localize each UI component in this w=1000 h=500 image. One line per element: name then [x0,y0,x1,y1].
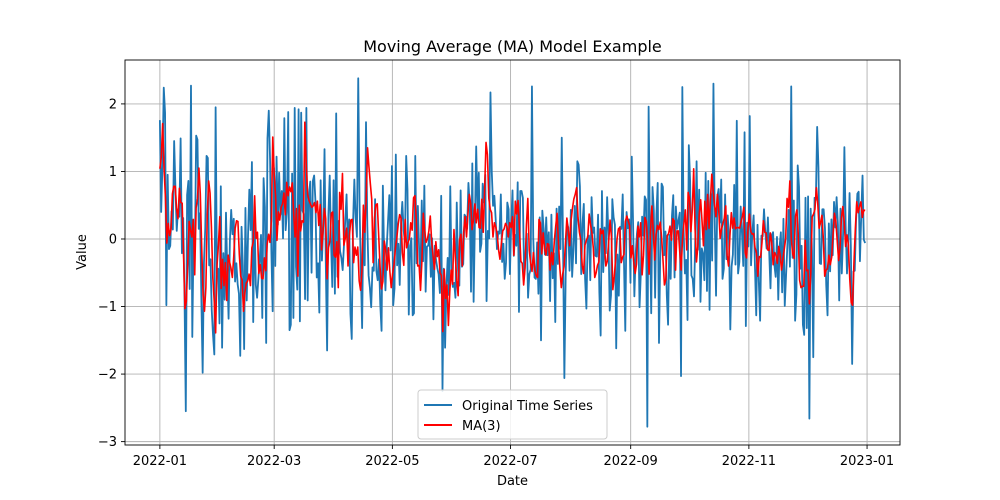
axes-frame [124,59,901,446]
x-tick-label: 2022-01 [133,454,187,469]
x-tick-label: 2022-11 [722,454,776,469]
y-axis-label: Value [75,234,90,270]
x-tick-label: 2023-01 [840,454,894,469]
legend: Original Time Series MA(3) [417,389,608,440]
x-axis-ticks: 2022-01 2022-03 2022-05 2022-07 2022-09 2022-… [133,445,894,469]
x-tick-label: 2022-09 [604,454,658,469]
series-ma3-line [159,121,866,334]
y-tick-label: 2 [109,97,117,112]
legend-label-ma3: MA(3) [462,419,501,434]
x-tick-label: 2022-07 [483,454,537,469]
y-tick-label: 1 [109,165,117,180]
chart-title: Moving Average (MA) Model Example [363,37,662,56]
y-tick-label: 0 [109,232,117,247]
x-tick-label: 2022-05 [365,454,419,469]
y-tick-label: −2 [98,368,117,383]
y-tick-label: −1 [98,300,117,315]
x-tick-label: 2022-03 [247,454,301,469]
x-axis-label: Date [497,474,528,489]
y-tick-label: −3 [98,435,117,450]
legend-box [417,389,608,440]
y-axis-ticks: −3 −2 −1 0 1 2 [98,97,125,450]
legend-label-original-time-series: Original Time Series [462,399,593,414]
